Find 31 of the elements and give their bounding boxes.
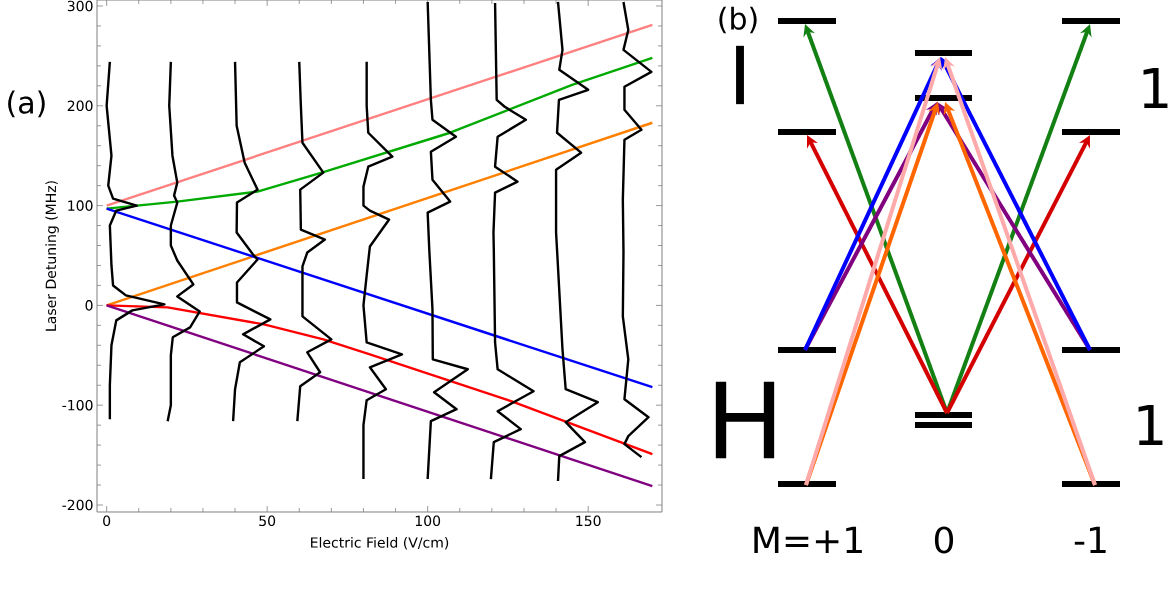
line-series bbox=[621, 0, 653, 459]
line-series bbox=[489, 1, 535, 481]
text: H bbox=[715, 381, 775, 459]
line-series bbox=[362, 60, 404, 481]
y-tick-label: 200 bbox=[67, 100, 93, 112]
y-tick-label: -100 bbox=[62, 399, 93, 411]
line-series bbox=[105, 304, 654, 456]
text: M=+1 bbox=[754, 526, 862, 554]
line-series bbox=[554, 0, 599, 483]
y-tick-label: 100 bbox=[68, 200, 93, 211]
line-series bbox=[426, 0, 469, 481]
y-tick-label: 0 bbox=[85, 300, 93, 311]
text: -1 bbox=[1074, 526, 1106, 554]
x-tick-label: 50 bbox=[259, 515, 276, 527]
x-tick-label: 0 bbox=[103, 515, 111, 527]
line-series bbox=[105, 60, 166, 421]
y-axis-title: Laser Detuning (MHz) bbox=[45, 181, 59, 331]
x-tick-label: 150 bbox=[576, 515, 601, 527]
line-series bbox=[231, 60, 272, 423]
x-axis-title: Electric Field (V/cm) bbox=[311, 536, 449, 550]
line-series bbox=[296, 60, 333, 423]
text: (b) bbox=[719, 6, 757, 34]
text: 1 bbox=[1138, 404, 1163, 446]
y-tick-label: -200 bbox=[62, 499, 93, 511]
y-tick-label: 300 bbox=[67, 0, 93, 12]
text: I bbox=[736, 45, 744, 105]
text: (a) bbox=[8, 90, 45, 118]
x-tick-label: 100 bbox=[415, 515, 441, 527]
line-series bbox=[166, 60, 201, 423]
text: 1 bbox=[1143, 67, 1168, 109]
line-series bbox=[105, 56, 654, 210]
